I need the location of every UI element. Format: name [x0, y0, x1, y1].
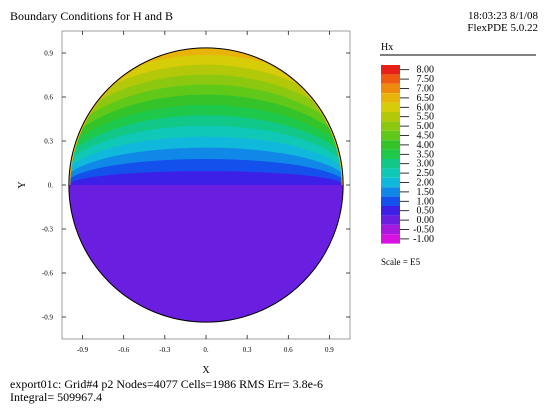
integral-value: Integral= 509967.4: [10, 390, 103, 404]
contour-band: [68, 171, 344, 185]
software-version: FlexPDE 5.0.22: [467, 22, 538, 34]
legend-swatch: [381, 65, 400, 75]
legend-label: 3.00: [417, 159, 435, 170]
legend-label: 7.00: [417, 84, 435, 95]
legend-label: 8.00: [417, 65, 435, 76]
legend-label: 2.50: [417, 168, 435, 179]
legend-label: 1.00: [417, 196, 435, 207]
contour-band-lower: [68, 185, 344, 323]
legend-swatch: [381, 224, 400, 235]
x-tick-label: 0.6: [284, 346, 293, 354]
legend-title: Hx: [381, 42, 394, 53]
x-tick-label: 0.3: [243, 346, 252, 354]
y-axis-label: Y: [17, 181, 28, 188]
legend-swatch: [381, 121, 400, 131]
domain-boundary: [68, 47, 344, 323]
legend: 8.007.507.006.506.005.505.004.504.003.50…: [381, 65, 434, 245]
legend-swatch: [381, 215, 400, 225]
y-tick-label: -0.6: [42, 270, 54, 278]
legend-swatch: [381, 177, 400, 188]
y-tick-label: 0.9: [44, 50, 53, 58]
legend-swatch: [381, 168, 400, 178]
x-tick-label: 0.9: [325, 346, 334, 354]
legend-swatch: [381, 187, 400, 197]
legend-label: 1.50: [417, 187, 435, 198]
legend-label: 7.50: [417, 74, 435, 85]
legend-scale: Scale = E5: [381, 257, 421, 267]
x-tick-label: -0.3: [159, 346, 171, 354]
legend-label: -1.00: [413, 234, 434, 245]
legend-swatch: [381, 112, 400, 122]
x-tick-label: -0.9: [77, 346, 89, 354]
legend-swatch: [381, 196, 400, 206]
legend-label: 2.00: [417, 178, 435, 189]
x-axis-ticks: -0.9 -0.6 -0.3 0. 0.3 0.6 0.9: [77, 31, 334, 354]
legend-swatch: [381, 149, 400, 159]
legend-label: 6.50: [417, 93, 435, 104]
x-tick-label: 0.: [203, 346, 209, 354]
y-tick-label: 0.: [48, 182, 54, 190]
run-info: export01c: Grid#4 p2 Nodes=4077 Cells=19…: [10, 377, 323, 391]
legend-swatch: [381, 74, 400, 84]
y-tick-label: 0.3: [44, 138, 53, 146]
timestamp: 18:03:23 8/1/08: [468, 10, 538, 22]
legend-swatch: [381, 206, 400, 216]
legend-label: 6.00: [417, 102, 435, 113]
legend-swatch: [381, 130, 400, 141]
legend-label: 0.00: [417, 215, 435, 226]
legend-label: 3.50: [417, 149, 435, 160]
x-tick-label: -0.6: [118, 346, 130, 354]
legend-label: 5.00: [417, 121, 435, 132]
legend-swatch: [381, 93, 400, 103]
legend-swatch: [381, 140, 400, 150]
y-tick-label: -0.3: [42, 226, 54, 234]
legend-label: -0.50: [413, 225, 434, 236]
domain-circle: [68, 47, 344, 323]
legend-swatch: [381, 102, 400, 112]
contour-fill: [68, 47, 344, 323]
x-axis-label: X: [202, 365, 210, 376]
y-tick-label: 0.6: [44, 94, 53, 102]
legend-label: 4.50: [417, 131, 435, 142]
legend-label: 0.50: [417, 206, 435, 217]
legend-label: 5.50: [417, 112, 435, 123]
legend-swatch: [381, 159, 400, 169]
legend-label: 4.00: [417, 140, 435, 151]
legend-swatch: [381, 83, 400, 94]
legend-swatch: [381, 234, 400, 244]
y-axis-ticks: 0.9 0.6 0.3 0. -0.3 -0.6 -0.9: [42, 50, 350, 322]
plot-title: Boundary Conditions for H and B: [10, 9, 173, 23]
y-tick-label: -0.9: [42, 314, 54, 322]
